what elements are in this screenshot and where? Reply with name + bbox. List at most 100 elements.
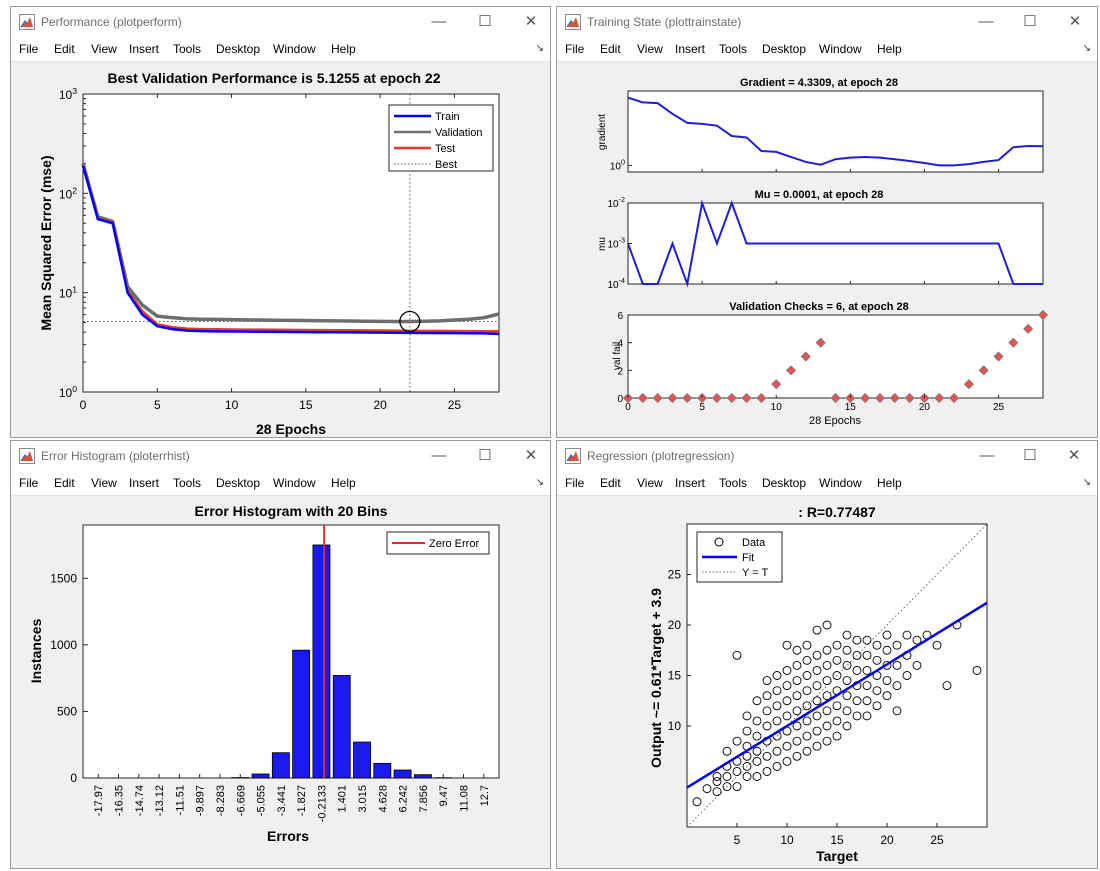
maximize-button[interactable]: ☐ (478, 13, 492, 30)
data-point (792, 691, 802, 701)
menu-insert[interactable]: Insert (129, 476, 160, 490)
legend-label-fit: Fit (742, 552, 754, 564)
menu-desktop[interactable]: Desktop (762, 42, 807, 56)
window-title: Performance (plotperform) (41, 15, 182, 29)
menu-file[interactable]: File (565, 476, 585, 490)
data-point (912, 660, 922, 670)
dock-arrow-icon[interactable]: ↘ (535, 477, 544, 488)
data-point (822, 691, 832, 701)
regression-window: Regression (plotregression) — ☐ ✕ File E… (556, 440, 1098, 869)
data-point (902, 671, 912, 680)
title-bar[interactable]: Training State (plottrainstate) — ☐ ✕ (557, 7, 1097, 37)
close-button[interactable]: ✕ (524, 447, 538, 464)
performance-chart: Best Validation Performance is 5.1255 at… (38, 70, 500, 437)
histogram-bar (292, 649, 311, 779)
menu-view[interactable]: View (637, 476, 663, 490)
data-point (732, 767, 742, 776)
menu-window[interactable]: Window (819, 476, 862, 490)
dock-arrow-icon[interactable]: ↘ (1082, 477, 1091, 488)
y-tick-label: 10 (668, 719, 682, 733)
minimize-button[interactable]: — (431, 13, 447, 30)
val-fail-marker (741, 392, 752, 404)
window-title: Training State (plottrainstate) (587, 15, 742, 29)
data-point (842, 721, 852, 731)
menu-tools[interactable]: Tools (719, 42, 748, 56)
menu-file[interactable]: File (19, 42, 39, 56)
menu-window[interactable]: Window (819, 42, 862, 56)
data-point (792, 736, 802, 746)
menu-file[interactable]: File (565, 42, 585, 56)
gradient-subplot-title: Gradient = 4.3309, at epoch 28 (740, 77, 898, 89)
title-bar[interactable]: Regression (plotregression) — ☐ ✕ (557, 441, 1097, 471)
data-point (802, 640, 812, 650)
dock-arrow-icon[interactable]: ↘ (1082, 43, 1091, 54)
title-bar[interactable]: Performance (plotperform) — ☐ ✕ (11, 7, 550, 37)
menu-insert[interactable]: Insert (675, 476, 706, 490)
x-tick-label: -8.283 (215, 785, 227, 816)
data-point (742, 726, 752, 736)
menu-edit[interactable]: Edit (54, 42, 75, 56)
menu-window[interactable]: Window (273, 476, 316, 490)
menu-desktop[interactable]: Desktop (216, 42, 261, 56)
window-title: Regression (plotregression) (587, 449, 735, 463)
maximize-button[interactable]: ☐ (1023, 447, 1037, 464)
menu-edit[interactable]: Edit (600, 42, 621, 56)
close-button[interactable]: ✕ (1067, 447, 1081, 464)
menu-file[interactable]: File (19, 476, 39, 490)
menu-insert[interactable]: Insert (129, 42, 160, 56)
x-tick-label: -17.97 (93, 785, 105, 816)
data-point (862, 650, 872, 660)
data-point (722, 782, 732, 792)
x-tick-label: 4.628 (377, 785, 389, 813)
mu-axis-label: mu (597, 237, 608, 251)
minimize-button[interactable]: — (431, 447, 447, 464)
data-point (852, 665, 862, 675)
data-point (822, 676, 832, 686)
menu-tools[interactable]: Tools (719, 476, 748, 490)
menu-insert[interactable]: Insert (675, 42, 706, 56)
dock-arrow-icon[interactable]: ↘ (535, 43, 544, 54)
minimize-button[interactable]: — (978, 13, 994, 30)
menu-window[interactable]: Window (273, 42, 316, 56)
matlab-figure-icon (19, 448, 35, 464)
data-point (882, 630, 892, 640)
data-point (762, 767, 772, 776)
identity-line (686, 523, 988, 828)
legend-label-train: Train (435, 111, 460, 123)
menu-help[interactable]: Help (331, 42, 356, 56)
window-title: Error Histogram (ploterrhist) (41, 449, 190, 463)
title-bar[interactable]: Error Histogram (ploterrhist) — ☐ ✕ (11, 441, 550, 471)
menu-help[interactable]: Help (877, 42, 902, 56)
y-tick-label: 2 (617, 366, 623, 377)
x-tick-label: 5 (734, 833, 741, 847)
minimize-button[interactable]: — (979, 447, 995, 464)
menu-help[interactable]: Help (331, 476, 356, 490)
x-tick-label: -3.441 (276, 785, 288, 816)
menu-help[interactable]: Help (877, 476, 902, 490)
menu-desktop[interactable]: Desktop (762, 476, 807, 490)
x-tick-label: 15 (830, 833, 844, 847)
x-tick-label: 3.015 (357, 785, 369, 813)
maximize-button[interactable]: ☐ (478, 447, 492, 464)
close-button[interactable]: ✕ (524, 13, 538, 30)
y-tick-label: 1000 (50, 638, 77, 652)
regression-chart: : R=0.77487 5 10 15 20 25 10 15 20 25 Data Fit Y = … (648, 504, 988, 864)
y-tick-label: 102 (59, 185, 77, 201)
close-button[interactable]: ✕ (1068, 13, 1082, 30)
maximize-button[interactable]: ☐ (1023, 13, 1037, 30)
menu-edit[interactable]: Edit (54, 476, 75, 490)
data-point (942, 681, 952, 691)
y-tick-label: 101 (59, 285, 77, 301)
menu-view[interactable]: View (91, 42, 117, 56)
data-point (812, 625, 822, 635)
data-point (782, 711, 792, 721)
menu-view[interactable]: View (637, 42, 663, 56)
menu-tools[interactable]: Tools (173, 42, 202, 56)
menu-tools[interactable]: Tools (173, 476, 202, 490)
data-point (692, 797, 702, 807)
menu-desktop[interactable]: Desktop (216, 476, 261, 490)
menu-edit[interactable]: Edit (600, 476, 621, 490)
x-tick-label: 5 (699, 402, 705, 413)
menu-view[interactable]: View (91, 476, 117, 490)
error-histogram-window: Error Histogram (ploterrhist) — ☐ ✕ File… (10, 440, 551, 869)
